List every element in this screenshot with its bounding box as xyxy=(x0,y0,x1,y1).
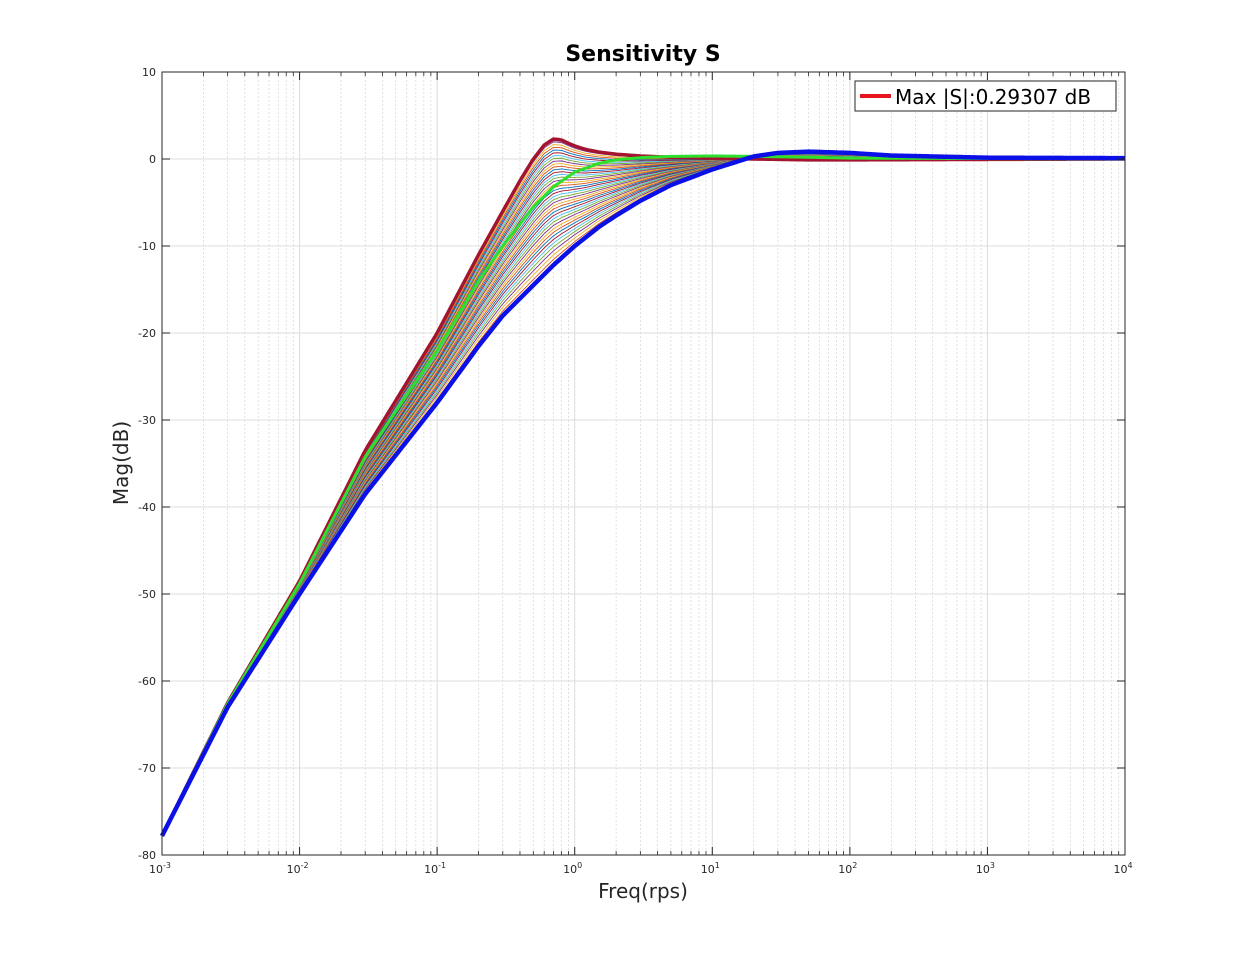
tick-marks xyxy=(161,71,1126,856)
minor-grid xyxy=(203,72,1120,855)
y-axis-label: Mag(dB) xyxy=(109,421,133,505)
lower-bound-curve xyxy=(159,149,1126,837)
x-axis-label: Freq(rps) xyxy=(598,879,688,903)
legend-box xyxy=(854,80,1117,112)
plot-area xyxy=(159,71,1126,856)
y-tick-label: -80 xyxy=(138,849,156,862)
legend-entry: Max |S|:0.29307 dB xyxy=(895,85,1091,109)
y-tick-label: -20 xyxy=(138,327,156,340)
x-tick-label: 10-1 xyxy=(424,861,446,876)
chart-title: Sensitivity S xyxy=(565,42,720,67)
y-tick-label: -40 xyxy=(138,501,156,514)
x-tick-label: 101 xyxy=(701,861,720,876)
y-tick-label: 10 xyxy=(142,66,156,79)
x-tick-label: 102 xyxy=(838,861,857,876)
x-tick-label: 103 xyxy=(976,861,995,876)
x-tick-label: 10-2 xyxy=(287,861,309,876)
y-tick-label: -50 xyxy=(138,588,156,601)
y-tick-label: -30 xyxy=(138,414,156,427)
x-tick-labels: 10-3 10-2 10-1 100 101 102 103 104 xyxy=(149,861,1133,876)
y-tick-label: 0 xyxy=(149,153,156,166)
y-tick-labels: 10 0 -10 -20 -30 -40 -50 -60 -70 -80 xyxy=(138,66,156,862)
x-tick-label: 104 xyxy=(1113,861,1132,876)
plot-background xyxy=(162,72,1125,855)
y-tick-label: -70 xyxy=(138,762,156,775)
bound-curves xyxy=(159,137,1126,837)
legend: Max |S|:0.29307 dB xyxy=(854,80,1117,112)
y-tick-label: -60 xyxy=(138,675,156,688)
x-tick-label: 10-3 xyxy=(149,861,171,876)
y-tick-label: -10 xyxy=(138,240,156,253)
plot-frame xyxy=(161,71,1126,856)
x-tick-label: 100 xyxy=(563,861,582,876)
